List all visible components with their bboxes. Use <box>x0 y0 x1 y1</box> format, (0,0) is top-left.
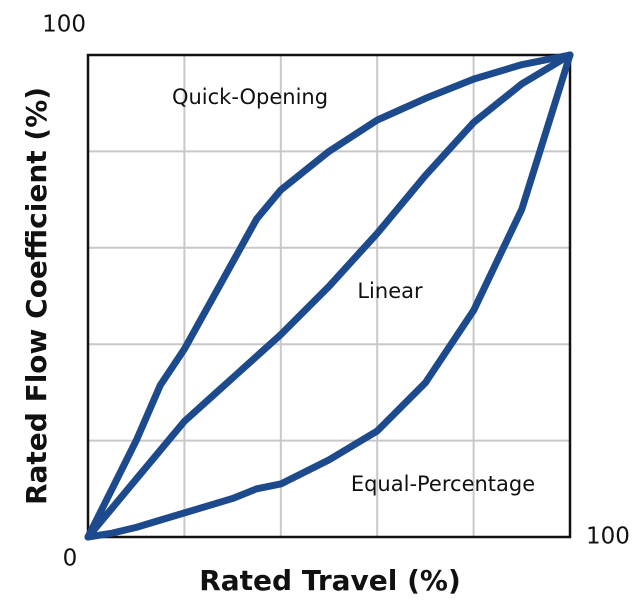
series-line <box>84 51 574 541</box>
series-label: Linear <box>357 279 423 303</box>
x-tick-label: 100 <box>586 524 630 550</box>
y-axis-title: Rated Flow Coefficient (%) <box>20 87 53 505</box>
plot-frame <box>86 53 572 539</box>
x-tick-label: 0 <box>63 546 78 572</box>
y-tick-label: 100 <box>42 12 86 38</box>
series-line <box>84 51 574 541</box>
series-label: Quick-Opening <box>172 85 328 109</box>
series-line <box>84 51 574 541</box>
series-label: Equal-Percentage <box>351 472 535 496</box>
x-axis-title: Rated Travel (%) <box>199 564 461 597</box>
